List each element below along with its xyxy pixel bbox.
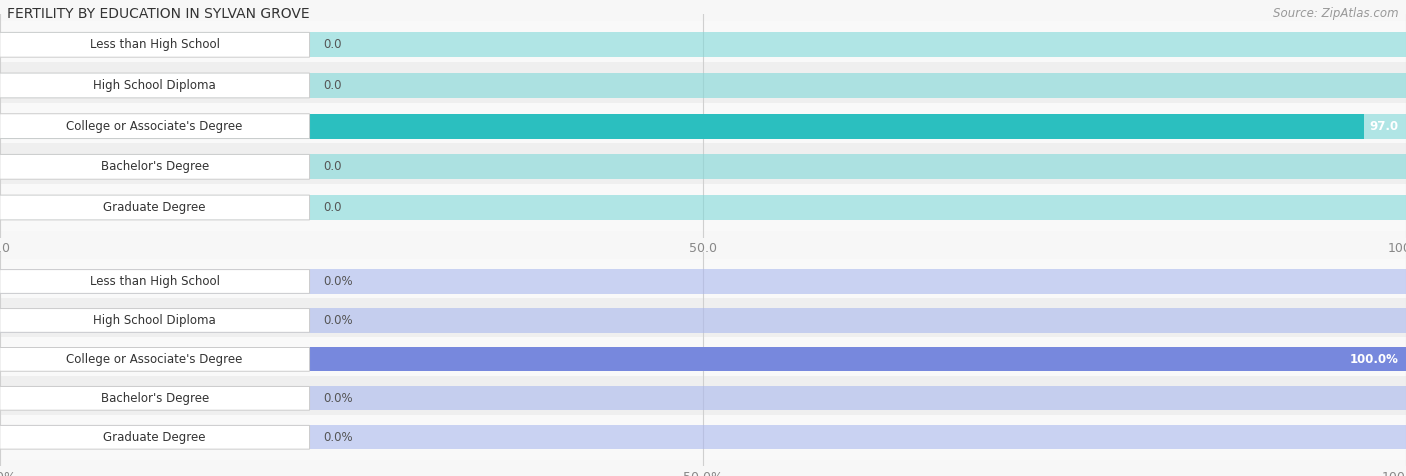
Bar (0, 376, 1406, 421)
Bar (0, 195, 1406, 220)
Text: 0.0: 0.0 (323, 201, 342, 214)
Bar (0, 269, 1406, 294)
Text: 0.0%: 0.0% (323, 431, 353, 444)
Text: Source: ZipAtlas.com: Source: ZipAtlas.com (1274, 7, 1399, 20)
FancyBboxPatch shape (0, 114, 309, 139)
Text: FERTILITY BY EDUCATION IN SYLVAN GROVE: FERTILITY BY EDUCATION IN SYLVAN GROVE (7, 7, 309, 21)
Text: 0.0%: 0.0% (323, 392, 353, 405)
Bar (0, 386, 1406, 410)
FancyBboxPatch shape (0, 308, 309, 332)
Text: High School Diploma: High School Diploma (93, 314, 217, 327)
Text: Bachelor's Degree: Bachelor's Degree (101, 392, 208, 405)
Text: 100.0%: 100.0% (1350, 353, 1399, 366)
Bar (0, 308, 1406, 333)
Text: High School Diploma: High School Diploma (93, 79, 217, 92)
FancyBboxPatch shape (0, 73, 309, 98)
Bar (0, 32, 1406, 58)
Text: 0.0%: 0.0% (323, 314, 353, 327)
Bar (0, 259, 1406, 304)
Text: 0.0: 0.0 (323, 79, 342, 92)
Text: Graduate Degree: Graduate Degree (104, 201, 205, 214)
Bar (0, 114, 1364, 139)
FancyBboxPatch shape (0, 426, 309, 449)
Text: Less than High School: Less than High School (90, 38, 219, 51)
Bar (0, 184, 1406, 231)
Text: Graduate Degree: Graduate Degree (104, 431, 205, 444)
Bar (0, 154, 1406, 179)
Bar (0, 298, 1406, 343)
Bar (0, 347, 1406, 371)
Bar (0, 62, 1406, 109)
Bar (0, 337, 1406, 382)
Text: 0.0: 0.0 (323, 160, 342, 173)
Text: College or Associate's Degree: College or Associate's Degree (66, 119, 243, 133)
Bar (0, 425, 1406, 449)
Bar (0, 415, 1406, 460)
FancyBboxPatch shape (0, 269, 309, 293)
Text: 0.0%: 0.0% (323, 275, 353, 288)
Bar (0, 143, 1406, 190)
Bar (0, 21, 1406, 68)
FancyBboxPatch shape (0, 154, 309, 179)
Text: 97.0: 97.0 (1369, 119, 1399, 133)
FancyBboxPatch shape (0, 387, 309, 410)
Bar (0, 103, 1406, 149)
Text: College or Associate's Degree: College or Associate's Degree (66, 353, 243, 366)
Bar (0, 73, 1406, 98)
FancyBboxPatch shape (0, 195, 309, 220)
Text: Less than High School: Less than High School (90, 275, 219, 288)
Text: 0.0: 0.0 (323, 38, 342, 51)
Bar (0, 114, 1406, 139)
FancyBboxPatch shape (0, 32, 309, 57)
FancyBboxPatch shape (0, 347, 309, 371)
Bar (0, 347, 1406, 371)
Text: Bachelor's Degree: Bachelor's Degree (101, 160, 208, 173)
